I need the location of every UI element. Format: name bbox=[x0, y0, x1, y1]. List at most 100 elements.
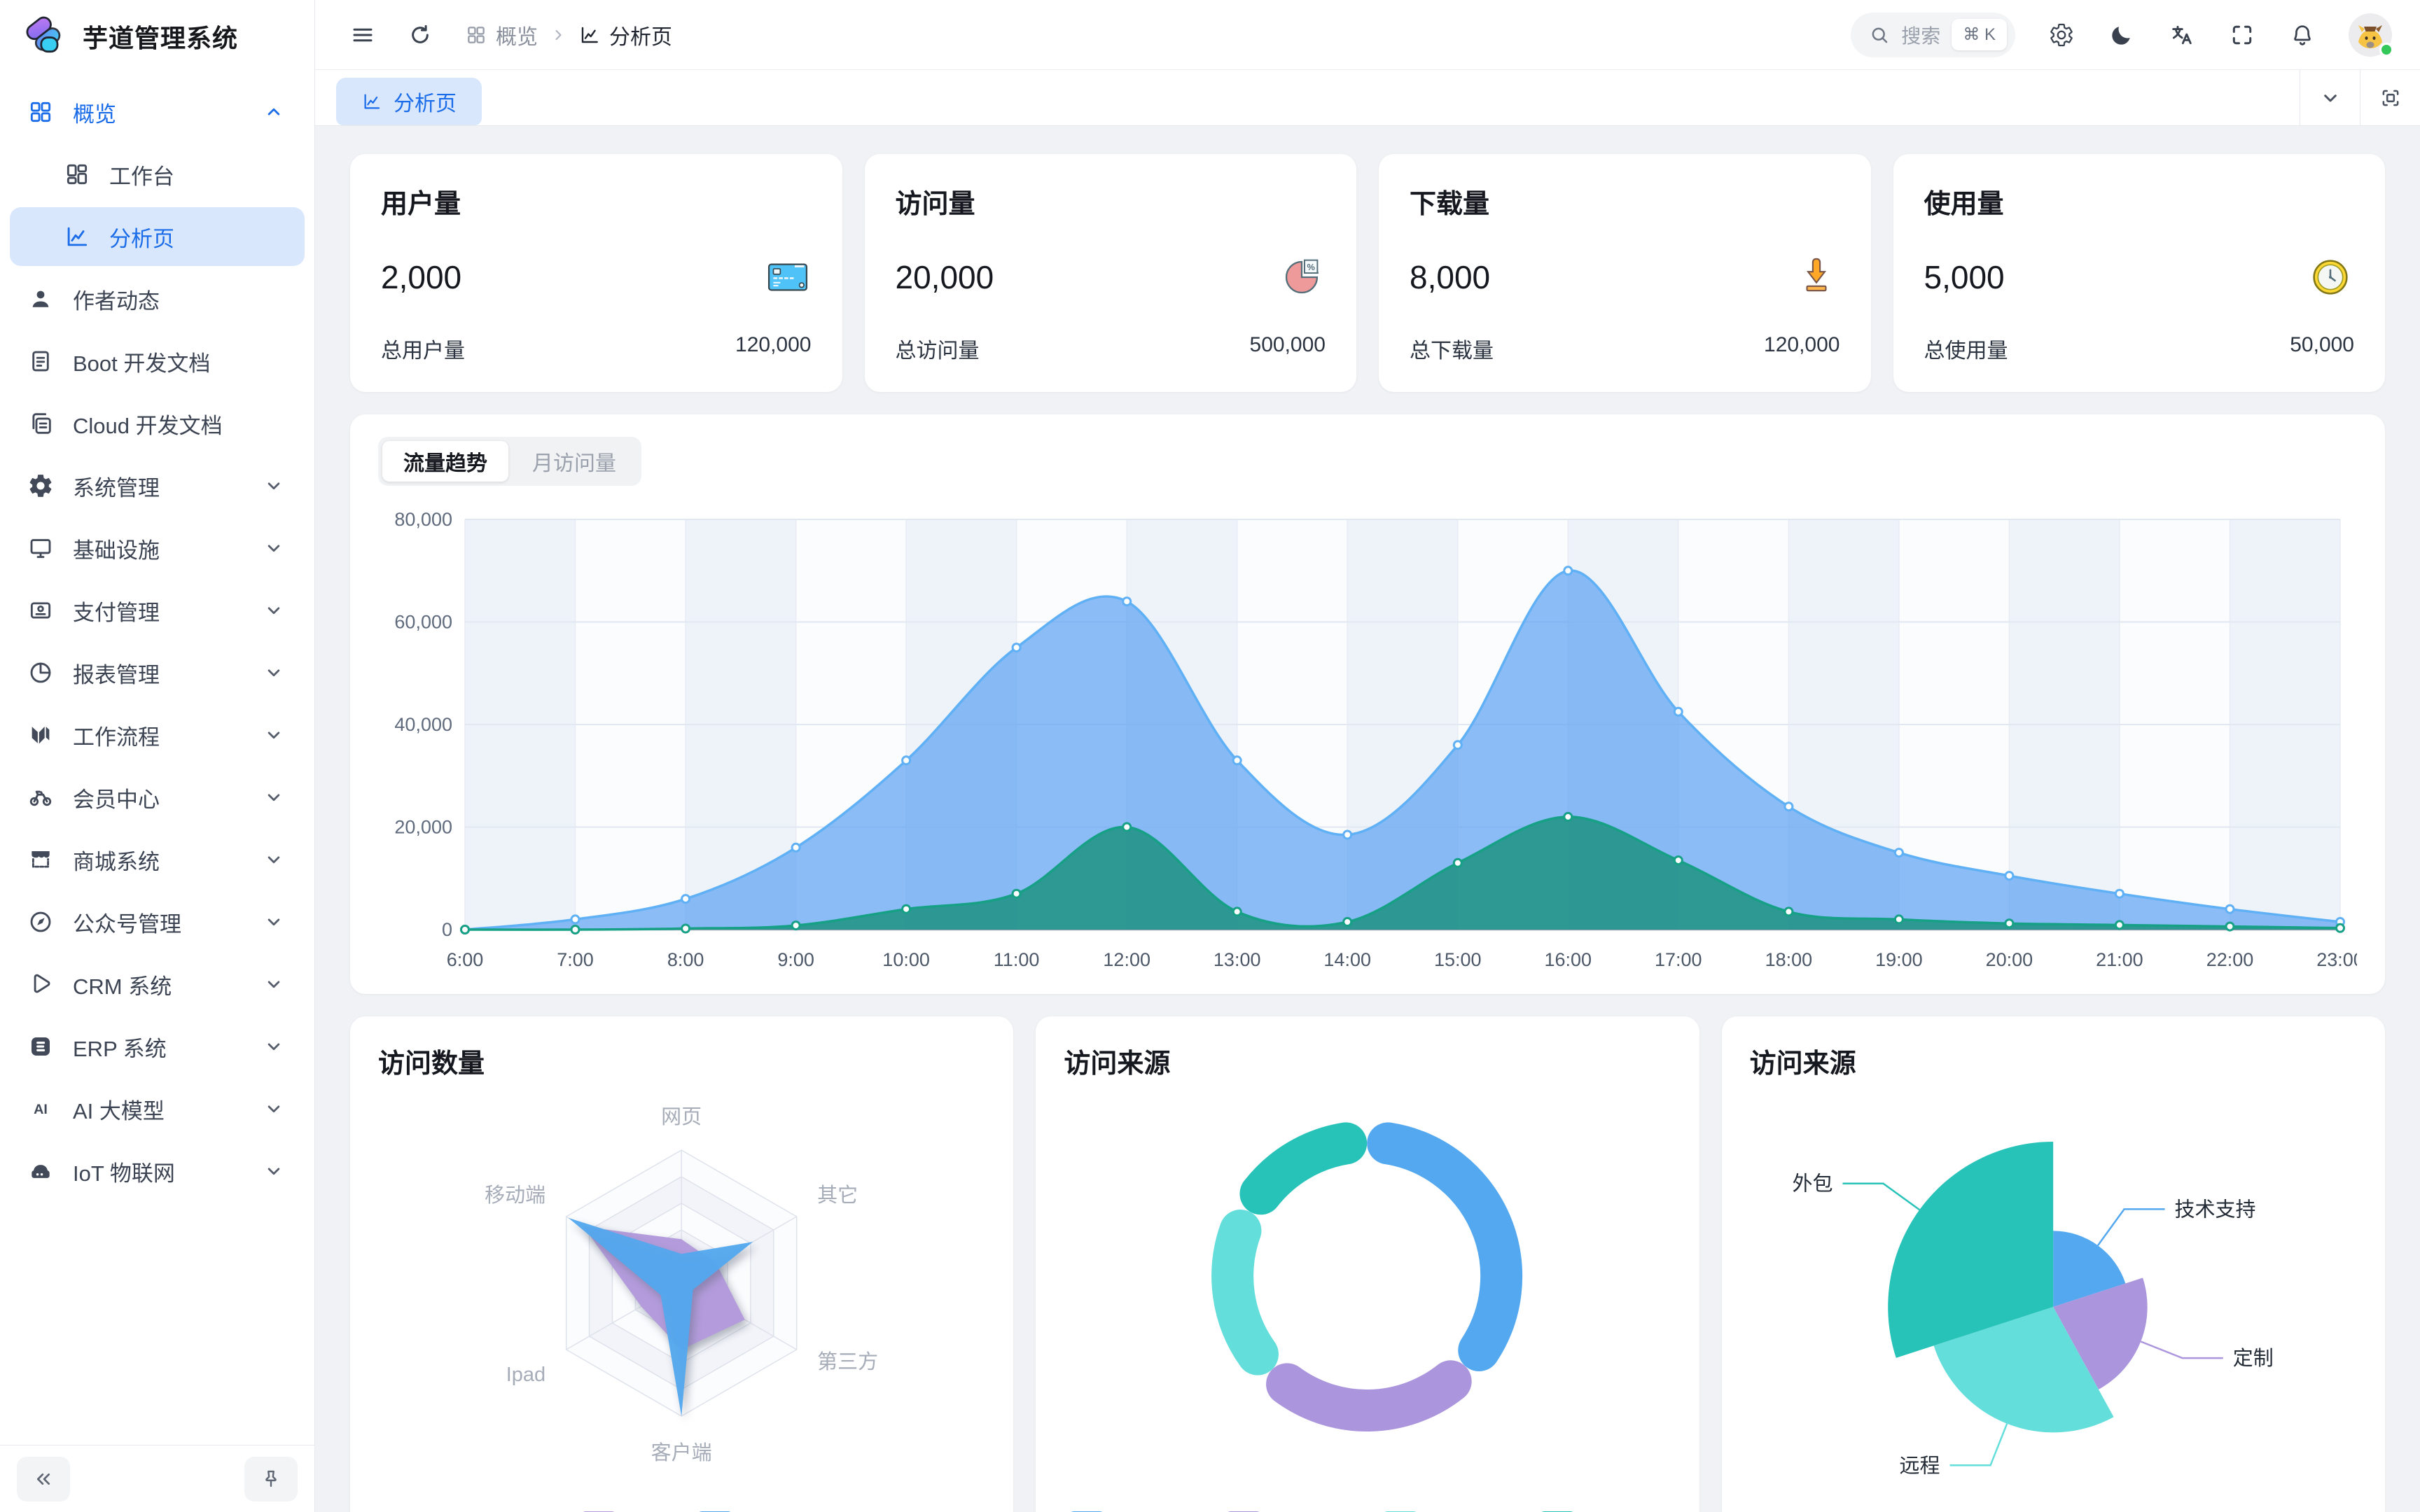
gear-icon bbox=[27, 472, 55, 500]
legend-item[interactable]: 访问 bbox=[579, 1508, 668, 1512]
logo[interactable]: 芋道管理系统 bbox=[0, 0, 314, 73]
radar-legend: 访问 趋势 bbox=[350, 1508, 1013, 1512]
sidebar-item-workflow[interactable]: 工作流程 bbox=[10, 706, 305, 764]
sidebar-item-mp[interactable]: 公众号管理 bbox=[10, 892, 305, 951]
svg-text:14:00: 14:00 bbox=[1323, 949, 1371, 970]
sidebar-item-author-news[interactable]: 作者动态 bbox=[10, 270, 305, 328]
svg-text:20,000: 20,000 bbox=[394, 817, 452, 838]
sidebar-item-iot[interactable]: IoT 物联网 bbox=[10, 1142, 305, 1200]
settings-button[interactable] bbox=[2042, 15, 2081, 55]
sidebar-nav: 概览 工作台 分析页 作者动态 Boot 开发文档 Cloud 开发文档 系统管… bbox=[0, 73, 314, 1445]
svg-text:其它: 其它 bbox=[817, 1184, 858, 1207]
chevron-down-icon bbox=[260, 721, 288, 749]
sidebar-item-mall[interactable]: 商城系统 bbox=[10, 830, 305, 889]
gear-icon bbox=[2049, 22, 2074, 48]
legend-label: 直接访问 bbox=[1272, 1508, 1354, 1512]
sidebar-item-overview[interactable]: 概览 bbox=[10, 83, 305, 141]
main-area: 概览 分析页 搜索 ⌘ K bbox=[315, 0, 2420, 1512]
legend-item[interactable]: 邮件营销 bbox=[1381, 1508, 1510, 1512]
sidebar-item-erp[interactable]: ERP 系统 bbox=[10, 1017, 305, 1076]
chevron-down-icon bbox=[260, 783, 288, 811]
svg-text:17:00: 17:00 bbox=[1655, 949, 1702, 970]
app-title: 芋道管理系统 bbox=[83, 24, 239, 52]
breadcrumb-item[interactable]: 分析页 bbox=[578, 20, 672, 50]
crm-icon bbox=[27, 970, 55, 998]
chevron-down-icon bbox=[260, 908, 288, 936]
breadcrumb-item[interactable]: 概览 bbox=[465, 20, 538, 50]
search-placeholder: 搜索 bbox=[1901, 24, 1941, 47]
stat-card-2: 下载量 8,000 总下载量 120,000 bbox=[1379, 154, 1871, 392]
document-icon bbox=[27, 347, 55, 375]
analysis-icon bbox=[63, 223, 91, 251]
svg-text:%: % bbox=[1307, 261, 1315, 272]
svg-text:19:00: 19:00 bbox=[1875, 949, 1923, 970]
sidebar-item-label: ERP 系统 bbox=[73, 1036, 167, 1061]
payment-icon bbox=[27, 596, 55, 624]
sidebar-item-system[interactable]: 系统管理 bbox=[10, 456, 305, 515]
sidebar-item-member[interactable]: 会员中心 bbox=[10, 768, 305, 827]
language-button[interactable] bbox=[2162, 15, 2202, 55]
sidebar-item-boot-docs[interactable]: Boot 开发文档 bbox=[10, 332, 305, 391]
status-dot bbox=[2379, 42, 2393, 57]
search-input[interactable]: 搜索 ⌘ K bbox=[1851, 12, 2015, 57]
sidebar: 芋道管理系统 概览 工作台 分析页 作者动态 Boot 开发文档 Cloud 开… bbox=[0, 0, 315, 1512]
trend-tab-inactive[interactable]: 月访问量 bbox=[511, 441, 637, 482]
sidebar-item-label: 基础设施 bbox=[73, 538, 160, 563]
stat-footer-label: 总下载量 bbox=[1410, 340, 1494, 363]
stat-value: 20,000 bbox=[895, 258, 994, 295]
card-title: 访问来源 bbox=[1064, 1049, 1171, 1079]
workflow-icon bbox=[27, 721, 55, 749]
stat-cards-row: 用户量 2,000 总用户量 120,000 访问量 20,000 % 总访问量… bbox=[350, 154, 2385, 392]
sidebar-item-payment[interactable]: 支付管理 bbox=[10, 581, 305, 640]
tabbar-actions bbox=[2300, 70, 2420, 125]
avatar[interactable] bbox=[2349, 13, 2393, 57]
sidebar-item-report[interactable]: 报表管理 bbox=[10, 643, 305, 702]
stat-card-0: 用户量 2,000 总用户量 120,000 bbox=[350, 154, 842, 392]
breadcrumb-label: 分析页 bbox=[609, 25, 672, 49]
sidebar-item-crm[interactable]: CRM 系统 bbox=[10, 955, 305, 1014]
legend-swatch bbox=[1381, 1511, 1419, 1512]
sidebar-item-analysis[interactable]: 分析页 bbox=[10, 207, 305, 266]
svg-text:10:00: 10:00 bbox=[882, 949, 930, 970]
tab-analysis[interactable]: 分析页 bbox=[336, 78, 482, 125]
menu-toggle-button[interactable] bbox=[343, 15, 382, 55]
notifications-button[interactable] bbox=[2283, 15, 2322, 55]
grid-icon bbox=[465, 24, 487, 46]
legend-swatch bbox=[695, 1511, 734, 1512]
legend-item[interactable]: 搜索引擎 bbox=[1067, 1508, 1197, 1512]
legend-item[interactable]: 直接访问 bbox=[1224, 1508, 1354, 1512]
donut-chart bbox=[1211, 1122, 1523, 1432]
sidebar-item-cloud-docs[interactable]: Cloud 开发文档 bbox=[10, 394, 305, 453]
content-fullscreen-button[interactable] bbox=[2360, 70, 2420, 125]
visit-source-rose-card: 访问来源 技术支持 定制 远程 外包 bbox=[1721, 1016, 2385, 1512]
sidebar-pin-button[interactable] bbox=[244, 1456, 298, 1502]
stat-footer-label: 总用户量 bbox=[381, 340, 465, 363]
monitor-icon bbox=[27, 534, 55, 562]
svg-text:移动端: 移动端 bbox=[485, 1184, 545, 1207]
search-shortcut-badge: ⌘ K bbox=[1952, 19, 2007, 50]
fullscreen-button[interactable] bbox=[2223, 15, 2262, 55]
sidebar-item-workbench[interactable]: 工作台 bbox=[10, 145, 305, 204]
sidebar-item-label: 报表管理 bbox=[73, 662, 160, 687]
chevron-down-icon bbox=[260, 1157, 288, 1185]
moon-icon bbox=[2109, 22, 2134, 48]
svg-text:40,000: 40,000 bbox=[394, 714, 452, 735]
stat-title: 下载量 bbox=[1410, 190, 1490, 219]
trend-tab-active[interactable]: 流量趋势 bbox=[382, 441, 508, 482]
sidebar-collapse-button[interactable] bbox=[17, 1456, 70, 1502]
svg-text:定制: 定制 bbox=[2232, 1347, 2273, 1370]
refresh-button[interactable] bbox=[401, 15, 440, 55]
legend-item[interactable]: 趋势 bbox=[695, 1508, 784, 1512]
theme-toggle-button[interactable] bbox=[2102, 15, 2141, 55]
sidebar-item-label: CRM 系统 bbox=[73, 974, 172, 999]
visit-source-donut-card: 访问来源 搜索引擎 直接访问 邮件营销 联盟广告 bbox=[1036, 1016, 1699, 1512]
legend-item[interactable]: 联盟广告 bbox=[1538, 1508, 1667, 1512]
donut-legend: 搜索引擎 直接访问 邮件营销 联盟广告 bbox=[1036, 1508, 1699, 1512]
sidebar-item-infra[interactable]: 基础设施 bbox=[10, 519, 305, 578]
erp-icon bbox=[27, 1032, 55, 1060]
tab-list-dropdown-button[interactable] bbox=[2300, 70, 2360, 125]
chevron-down-icon bbox=[2319, 87, 2342, 109]
sidebar-item-ai[interactable]: AI AI 大模型 bbox=[10, 1079, 305, 1138]
